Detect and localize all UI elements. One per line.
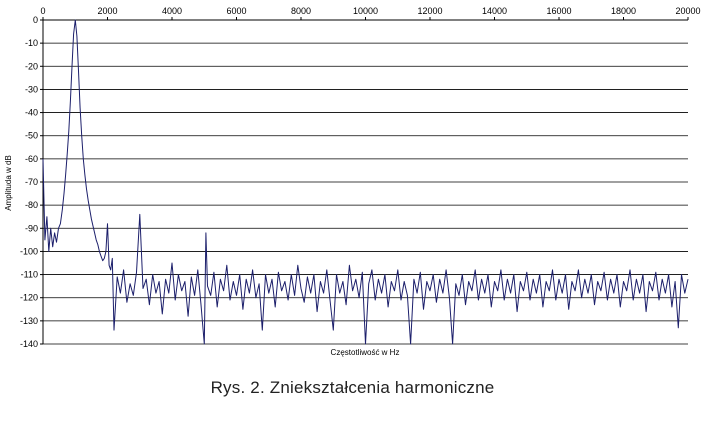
- x-tick-label: 0: [40, 6, 45, 16]
- chart: 0 2000 4000 6000 8000 10000 12000 14000 16000 180…: [4, 6, 701, 357]
- x-tick-label: 18000: [611, 6, 636, 16]
- y-tick-label: -80: [25, 200, 38, 210]
- y-tick-label: -130: [20, 316, 38, 326]
- y-tick-label: 0: [33, 15, 38, 25]
- x-tick-label: 10000: [353, 6, 378, 16]
- y-tick-label: -110: [21, 270, 38, 280]
- grid: [43, 19, 688, 345]
- y-tick-label: -140: [20, 339, 38, 349]
- x-tick-label: 8000: [291, 6, 311, 16]
- y-axis-title: Amplituda w dB: [4, 155, 13, 211]
- figure-caption: Rys. 2. Zniekształcenia harmoniczne: [210, 378, 495, 397]
- x-tick-label: 2000: [97, 6, 117, 16]
- y-tick-label: -60: [25, 154, 38, 164]
- y-tick-label: -120: [20, 293, 38, 303]
- series-line: [42, 19, 689, 345]
- series-group: [42, 19, 689, 345]
- x-tick-label: 4000: [162, 6, 182, 16]
- y-tick-label: -50: [25, 131, 38, 141]
- x-tick-label: 14000: [482, 6, 507, 16]
- y-tick-label: -20: [25, 61, 38, 71]
- y-tick-label: -40: [25, 108, 38, 118]
- x-tick-label: 16000: [546, 6, 571, 16]
- y-tick-label: -70: [25, 177, 38, 187]
- y-tick-label: -30: [25, 84, 38, 94]
- x-tick-label: 20000: [675, 6, 700, 16]
- x-tick-label: 12000: [417, 6, 442, 16]
- y-tick-label: -90: [25, 223, 38, 233]
- x-tick-labels: 0 2000 4000 6000 8000 10000 12000 14000 16000 180…: [40, 6, 701, 20]
- y-tick-labels: 0 -10 -20 -30 -40 -50 -60 -70 -80 -90 -100 -110 -120…: [20, 15, 43, 349]
- x-axis-title: Częstotliwość w Hz: [331, 348, 400, 357]
- y-tick-label: -100: [20, 246, 38, 256]
- y-tick-label: -10: [25, 38, 38, 48]
- x-tick-label: 6000: [226, 6, 246, 16]
